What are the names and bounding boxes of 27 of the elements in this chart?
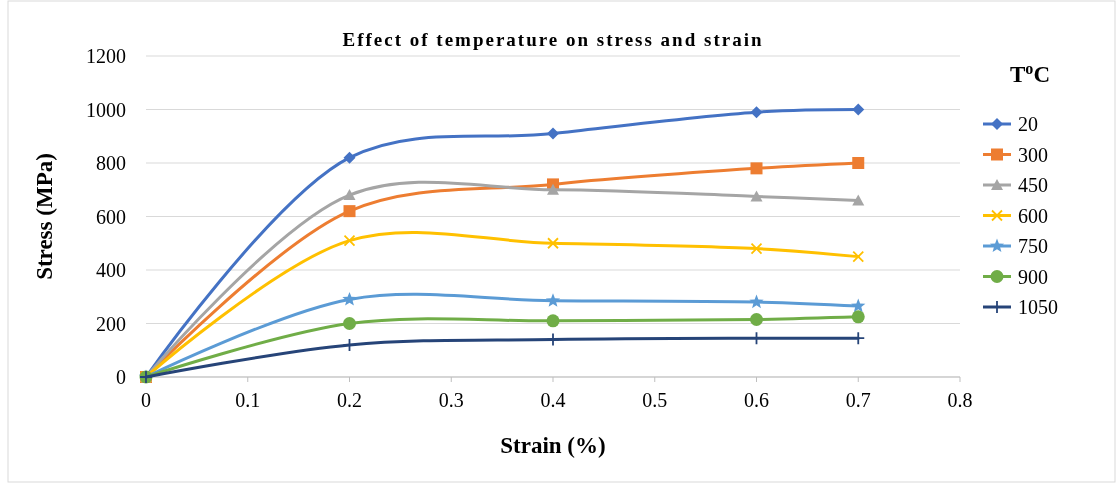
x-tick-label: 0.4 [540, 389, 566, 411]
x-tick-label: 0.1 [235, 389, 261, 411]
legend-title: T$^{o}$C [1009, 59, 1051, 87]
legend-label: 750 [1018, 235, 1048, 257]
legend-label: 450 [1018, 174, 1048, 196]
y-tick-label: 600 [96, 205, 126, 228]
y-tick-label: 1000 [86, 98, 126, 121]
x-tick-label: 0.3 [438, 389, 464, 411]
legend-label: 300 [1018, 143, 1048, 166]
legend-label: 20 [1018, 113, 1038, 135]
x-tick-label: 0.2 [337, 389, 362, 411]
x-tick-label: 0 [141, 389, 151, 411]
y-tick-label: 400 [96, 259, 126, 281]
legend-label: 1050 [1018, 296, 1058, 318]
x-tick-label: 0.6 [744, 389, 769, 411]
x-axis-title: Strain (%) [500, 433, 606, 458]
chart-title: Effect of temperature on stress and strain [342, 29, 764, 50]
legend-label: 900 [1018, 265, 1048, 288]
y-axis-title: Stress (MPa) [32, 153, 57, 280]
x-tick-label: 0.5 [642, 389, 668, 411]
legend-label: 600 [1018, 204, 1048, 227]
x-tick-label: 0.7 [845, 389, 871, 411]
y-tick-label: 0 [116, 366, 126, 388]
y-tick-label: 200 [96, 312, 126, 335]
y-tick-label: 1200 [86, 45, 126, 67]
x-tick-label: 0.8 [947, 389, 973, 411]
y-tick-label: 800 [96, 152, 126, 174]
